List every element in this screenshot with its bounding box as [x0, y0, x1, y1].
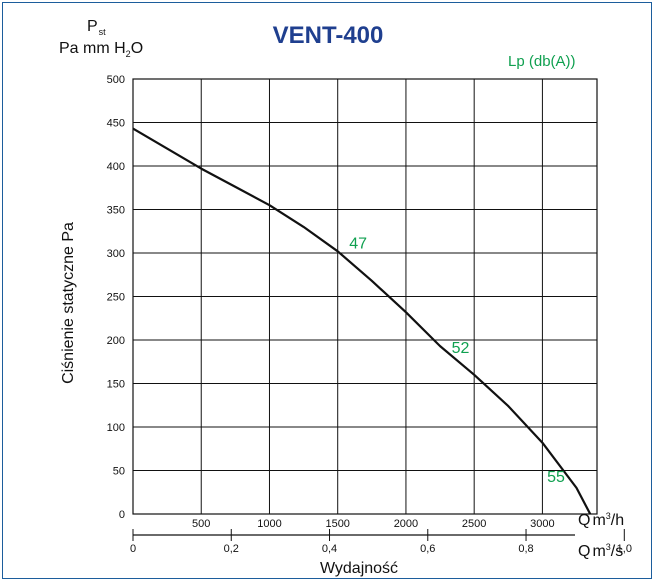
- x-tick-labels: 500 1000 1500 2000 2500 3000: [192, 518, 555, 530]
- noise-level-annotation: 55: [547, 469, 565, 486]
- secondary-tick-label: 0,2: [224, 543, 239, 555]
- annotations: 47 52 55: [349, 236, 565, 486]
- y-tick-label: 50: [113, 466, 125, 478]
- y-tick-label: 400: [107, 161, 125, 173]
- x-tick-label: 2000: [394, 518, 418, 530]
- x-tick-label: 500: [192, 518, 210, 530]
- y-axis-label: Ciśnienie statyczne Pa: [60, 222, 77, 384]
- y-tick-label: 100: [107, 422, 125, 434]
- noise-level-annotation: 52: [452, 340, 470, 357]
- secondary-tick-label: 0,6: [420, 543, 435, 555]
- y-tick-label: 450: [107, 118, 125, 130]
- secondary-tick-label: 0,8: [518, 543, 533, 555]
- secondary-tick-label: 1,0: [617, 543, 632, 555]
- noise-level-label: Lp (db(A)): [508, 53, 576, 70]
- grid: [132, 78, 598, 515]
- y-tick-label: 150: [107, 379, 125, 391]
- secondary-x-axis: 0 0,2 0,4 0,6 0,8 1,0: [130, 529, 632, 555]
- secondary-tick-label: 0: [130, 543, 136, 555]
- chart-title: VENT-400: [273, 22, 384, 49]
- x-tick-label: 1000: [257, 518, 281, 530]
- y-unit-label: Pst Pa mm H2O: [59, 18, 143, 59]
- y-tick-label: 250: [107, 292, 125, 304]
- x-tick-label: 1500: [325, 518, 349, 530]
- y-unit-text: Pa mm H2O: [59, 40, 143, 59]
- y-tick-label: 350: [107, 205, 125, 217]
- y-tick-label: 500: [107, 74, 125, 86]
- x-tick-label: 3000: [530, 518, 554, 530]
- x-axis-label: Wydajność: [320, 560, 398, 577]
- chart-svg: VENT-400 Pst Pa mm H2O Lp (db(A)) 0 50 100…: [59, 18, 632, 577]
- x-tick-label: 2500: [462, 518, 486, 530]
- y-unit-symbol: Pst: [87, 18, 106, 37]
- series-layer: [132, 127, 592, 515]
- y-tick-label: 200: [107, 335, 125, 347]
- noise-level-annotation: 47: [349, 236, 367, 253]
- secondary-tick-label: 0,4: [322, 543, 337, 555]
- y-tick-labels: 0 50 100 150 200 250 300 350 400 450 500: [107, 74, 125, 521]
- y-tick-label: 300: [107, 248, 125, 260]
- y-tick-label: 0: [119, 509, 125, 521]
- series-line: [132, 127, 592, 515]
